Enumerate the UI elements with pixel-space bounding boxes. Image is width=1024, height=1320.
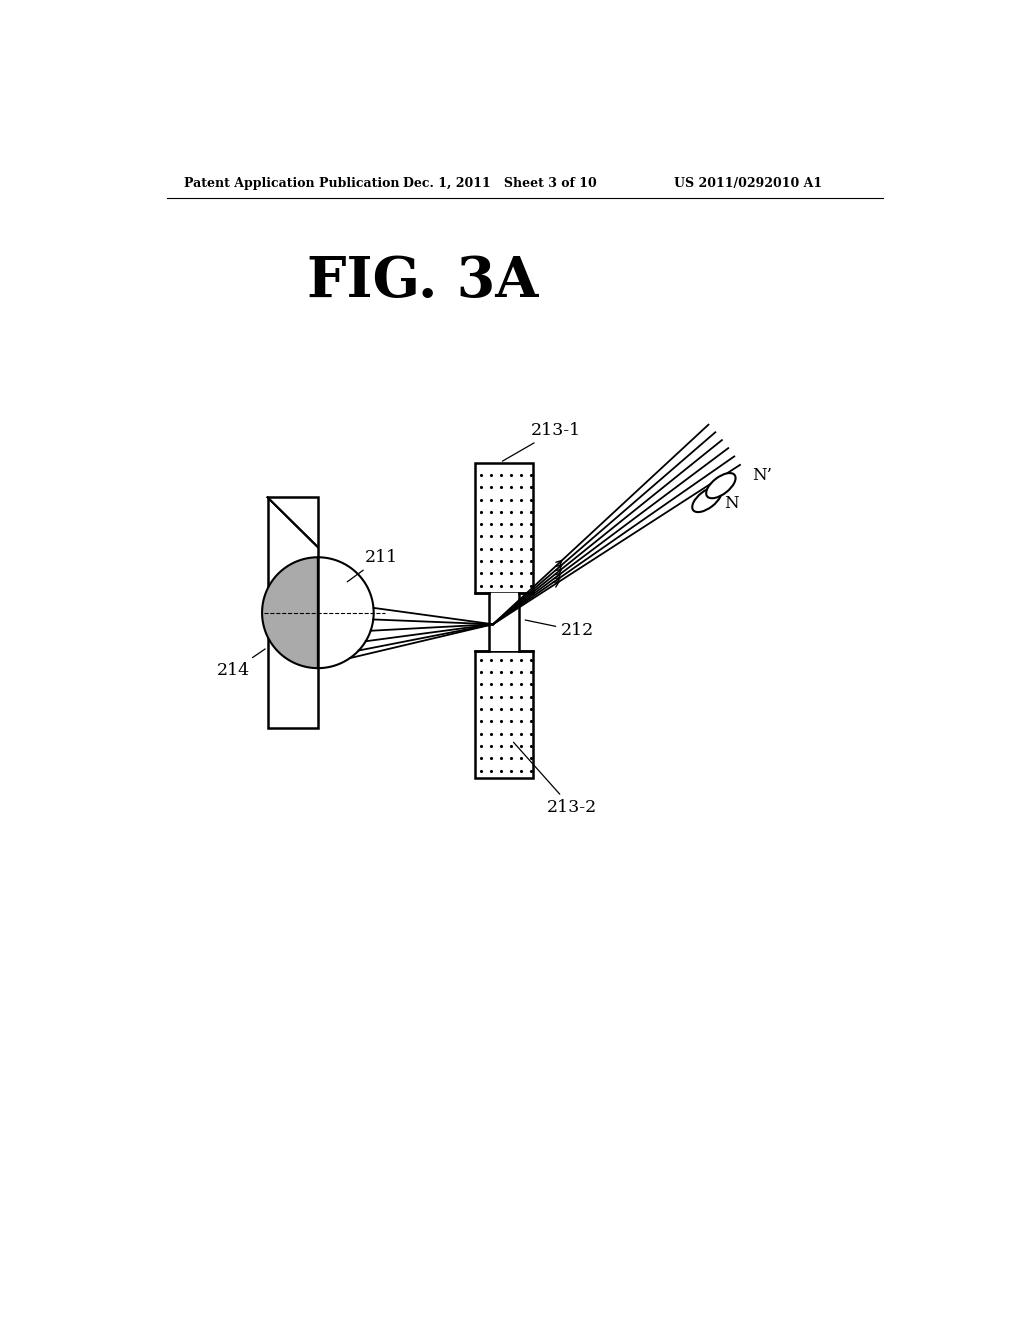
Ellipse shape (707, 473, 735, 498)
Bar (475, 462, 532, 594)
Text: 214: 214 (217, 649, 265, 678)
Text: 213-2: 213-2 (513, 742, 597, 816)
Text: US 2011/0292010 A1: US 2011/0292010 A1 (675, 177, 822, 190)
Bar (475, 651, 532, 779)
Text: Dec. 1, 2011   Sheet 3 of 10: Dec. 1, 2011 Sheet 3 of 10 (403, 177, 597, 190)
Text: FIG. 3A: FIG. 3A (307, 255, 539, 309)
Bar (489, 594, 518, 651)
Text: 213-1: 213-1 (503, 421, 582, 461)
Text: 212: 212 (525, 620, 595, 639)
Bar (267, 498, 317, 729)
Polygon shape (262, 557, 317, 668)
Text: N’: N’ (752, 467, 772, 484)
Text: N: N (724, 495, 738, 512)
Ellipse shape (692, 487, 722, 512)
Text: 211: 211 (347, 549, 397, 582)
Text: Patent Application Publication: Patent Application Publication (183, 177, 399, 190)
